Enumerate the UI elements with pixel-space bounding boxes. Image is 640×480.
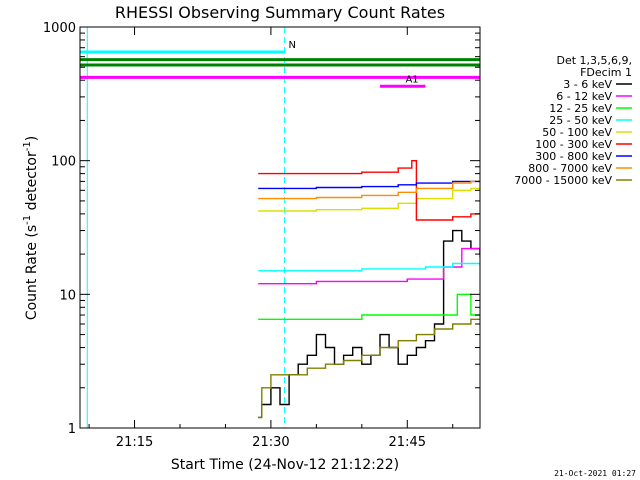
series-line-8: [258, 318, 480, 419]
axes: 21:15 21:30 21:45 1 10 100 1000: [43, 21, 481, 450]
plot-frame: [79, 26, 481, 429]
y-tick-label-3: 1000: [43, 21, 76, 36]
x-tick-label-2: 21:45: [389, 435, 426, 450]
annotation-label-2: RD6: [511, 53, 532, 64]
legend-label-0: 3 - 6 keV: [563, 78, 612, 91]
legend-label-6: 300 - 800 keV: [535, 150, 612, 163]
legend-label-7: 800 - 7000 keV: [528, 162, 612, 175]
legend-label-1: 6 - 12 keV: [556, 90, 612, 103]
x-axis-label: Start Time (24-Nov-12 21:12:22): [171, 457, 399, 473]
y-axis-label-sup2: -1: [22, 141, 33, 151]
legend-label-2: 12 - 25 keV: [549, 102, 612, 115]
series-layer: [258, 160, 480, 419]
annotation-label-0: N: [289, 40, 296, 51]
legend-header-1: FDecim 1: [580, 66, 632, 79]
y-tick-label-1: 10: [59, 288, 76, 303]
y-axis-label-main: Count Rate (s: [24, 225, 40, 320]
series-line-1: [258, 247, 480, 285]
legend-label-3: 25 - 50 keV: [549, 114, 612, 127]
series-line-3: [258, 262, 480, 272]
y-tick-label-2: 100: [51, 155, 76, 170]
series-line-0: [258, 229, 480, 419]
series-line-6: [258, 180, 480, 190]
legend-label-5: 100 - 300 keV: [535, 138, 612, 151]
footer-timestamp: 21-Oct-2021 01:27: [554, 469, 636, 478]
legend-label-4: 50 - 100 keV: [542, 126, 612, 139]
y-axis-label-sup1: -1: [22, 215, 33, 225]
y-tick-label-0: 1: [68, 422, 76, 437]
y-axis-label: Count Rate (s-1 detector-1): [22, 136, 40, 320]
series-line-5: [258, 160, 480, 221]
x-tick-label-0: 21:15: [116, 435, 153, 450]
series-line-7: [258, 180, 480, 200]
vertical-markers: [86, 27, 286, 428]
annotation-label-4: A1: [405, 74, 418, 85]
x-tick-label-1: 21:30: [252, 435, 289, 450]
series-line-2: [258, 293, 480, 320]
legend-header-0: Det 1,3,5,6,9,: [556, 54, 632, 67]
attenuator-bars: NRD0RD6A0A1S: [80, 40, 532, 88]
series-line-4: [258, 187, 480, 212]
legend-label-8: 7000 - 15000 keV: [514, 174, 612, 187]
chart-title: RHESSI Observing Summary Count Rates: [115, 3, 445, 22]
y-axis-label-end: ): [24, 136, 40, 141]
y-axis-label-mid: detector: [24, 151, 40, 215]
